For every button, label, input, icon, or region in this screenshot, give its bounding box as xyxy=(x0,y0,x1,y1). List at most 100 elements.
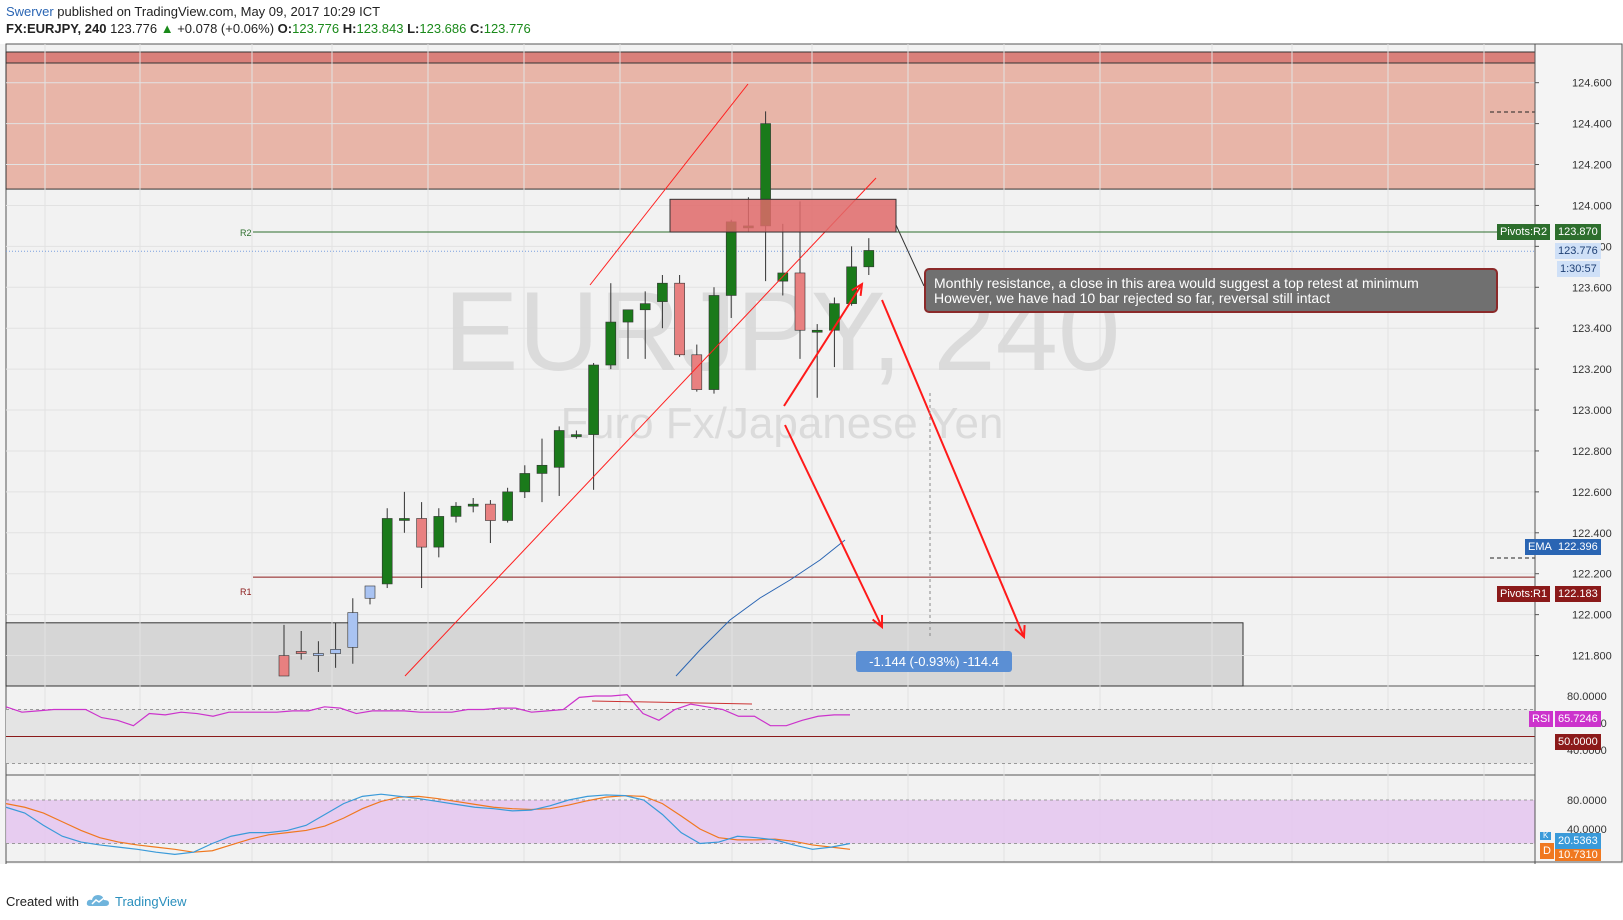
close-label: C: xyxy=(470,21,484,36)
candle-body xyxy=(691,354,703,390)
stoch-d-value-label: 10.7310 xyxy=(1555,849,1601,861)
price-tick-label: 124.600 xyxy=(1572,78,1612,90)
stoch-k-tag: K xyxy=(1540,832,1552,840)
stoch-k-line xyxy=(5,793,851,855)
symbol-label[interactable]: FX:EURJPY, 240 xyxy=(6,21,107,36)
stoch-d-tag: D xyxy=(1540,843,1554,859)
price-tick-label: 122.400 xyxy=(1572,528,1612,540)
price-tick-label: 122.800 xyxy=(1572,446,1612,458)
candle-body xyxy=(622,309,634,323)
arrow-up-head xyxy=(851,282,864,297)
annotation-line-1: Monthly resistance, a close in this area… xyxy=(934,275,1419,291)
pivot-r1-tag: R1 xyxy=(240,587,252,597)
open-label: O: xyxy=(277,21,293,36)
candle-body xyxy=(846,266,857,304)
author-link[interactable]: Swerver xyxy=(6,4,54,19)
candle-body xyxy=(485,503,496,521)
candle-body xyxy=(794,272,806,331)
publish-info: Swerver published on TradingView.com, Ma… xyxy=(6,4,380,19)
arrow-down-1-head xyxy=(871,614,884,630)
measure-label[interactable]: -1.144 (-0.93%) -114.4 xyxy=(856,651,1012,672)
candle-body xyxy=(605,321,617,366)
ema-name-label: EMA xyxy=(1525,539,1555,555)
stoch-d-line xyxy=(5,795,851,853)
price-tick-label: 121.800 xyxy=(1572,651,1612,663)
candle-body xyxy=(639,303,651,311)
tradingview-brand-link[interactable]: TradingView xyxy=(115,894,187,909)
pivot-r2-name-label: Pivots:R2 xyxy=(1497,224,1551,240)
arrow-down-2 xyxy=(881,299,1025,638)
rsi-tick-label: 80.0000 xyxy=(1567,691,1607,703)
candle-body xyxy=(450,505,462,517)
price-tick-label: 124.200 xyxy=(1572,160,1612,172)
open-value: 123.776 xyxy=(292,21,340,36)
low-value: 123.686 xyxy=(419,21,467,36)
candle-body xyxy=(416,518,427,548)
price-tick-label: 124.000 xyxy=(1572,200,1612,212)
price-tick-label: 123.200 xyxy=(1572,364,1612,376)
pivot-r1-value-label: 122.183 xyxy=(1555,586,1601,602)
close-value: 123.776 xyxy=(483,21,531,36)
candle-body xyxy=(571,434,582,437)
pivot-r2-value-label: 123.870 xyxy=(1555,224,1601,240)
ohlc-legend: FX:EURJPY, 240 123.776 ▲ +0.078 (+0.06%)… xyxy=(6,21,531,36)
candle-body xyxy=(502,491,513,521)
candle-body xyxy=(399,518,410,521)
supply-box xyxy=(669,198,897,233)
low-label: L: xyxy=(407,21,420,36)
price-tick-label: 122.600 xyxy=(1572,487,1612,499)
rsi-mid-label: 50.0000 xyxy=(1555,734,1601,750)
rsi-name-label: RSI xyxy=(1529,711,1554,727)
pivot-r2-tag: R2 xyxy=(240,228,252,238)
candle-body xyxy=(536,464,548,474)
candle-body xyxy=(588,364,599,435)
arrow-up xyxy=(783,283,863,407)
candle-body xyxy=(674,282,685,356)
candle-body xyxy=(519,473,531,493)
price-tick-label: 122.200 xyxy=(1572,569,1612,581)
ema-line xyxy=(675,539,846,677)
channel-lower-line xyxy=(404,177,877,677)
footer: Created with TradingView xyxy=(0,864,1623,920)
rsi-line xyxy=(5,694,850,727)
arrow-down-1 xyxy=(784,424,883,628)
chart-canvas[interactable]: EURJPY, 240 Euro Fx/Japanese Yen 124.600… xyxy=(0,0,1623,864)
candle-body xyxy=(313,653,324,656)
arrow-down-2-head xyxy=(1014,624,1026,640)
candle-body xyxy=(708,295,720,390)
candle-body xyxy=(347,612,359,648)
price-tick-label: 122.000 xyxy=(1572,610,1612,622)
candle-body xyxy=(278,655,290,677)
annotation-line-2: However, we have had 10 bar rejected so … xyxy=(934,290,1331,306)
rsi-divergence-line xyxy=(591,700,753,705)
tradingview-cloud-icon xyxy=(86,895,109,906)
candle-body xyxy=(553,430,565,468)
support-zone xyxy=(5,622,1244,687)
annotation-callout[interactable]: Monthly resistance, a close in this area… xyxy=(924,268,1498,313)
resistance-top-band xyxy=(5,51,1536,64)
time-axis xyxy=(5,861,1536,864)
stoch-tick-label: 80.0000 xyxy=(1567,795,1607,807)
candle-body xyxy=(433,516,445,548)
channel-upper-line xyxy=(589,83,749,286)
price-tick-label: 123.400 xyxy=(1572,323,1612,335)
chart-header: Swerver published on TradingView.com, Ma… xyxy=(0,0,1623,44)
change-value: +0.078 (+0.06%) xyxy=(177,21,275,36)
candle-body xyxy=(863,250,875,268)
price-tick-label: 123.000 xyxy=(1572,405,1612,417)
last-price: 123.776 xyxy=(110,21,158,36)
high-value: 123.843 xyxy=(356,21,404,36)
candle-body xyxy=(725,221,737,296)
stoch-k-value-label: 20.5363 xyxy=(1555,833,1601,849)
ema-value-label: 122.396 xyxy=(1555,539,1601,555)
rsi-value-label: 65.7246 xyxy=(1555,711,1601,727)
last-price-label: 123.776 xyxy=(1555,243,1601,259)
callout-leader xyxy=(895,224,925,287)
candle-body xyxy=(381,518,393,585)
candle-body xyxy=(330,649,341,654)
candle-body xyxy=(467,503,479,507)
candle-body xyxy=(829,303,840,331)
publish-text: published on TradingView.com, May 09, 20… xyxy=(53,4,381,19)
price-tick-label: 124.400 xyxy=(1572,119,1612,131)
created-with-text: Created with xyxy=(6,894,79,909)
